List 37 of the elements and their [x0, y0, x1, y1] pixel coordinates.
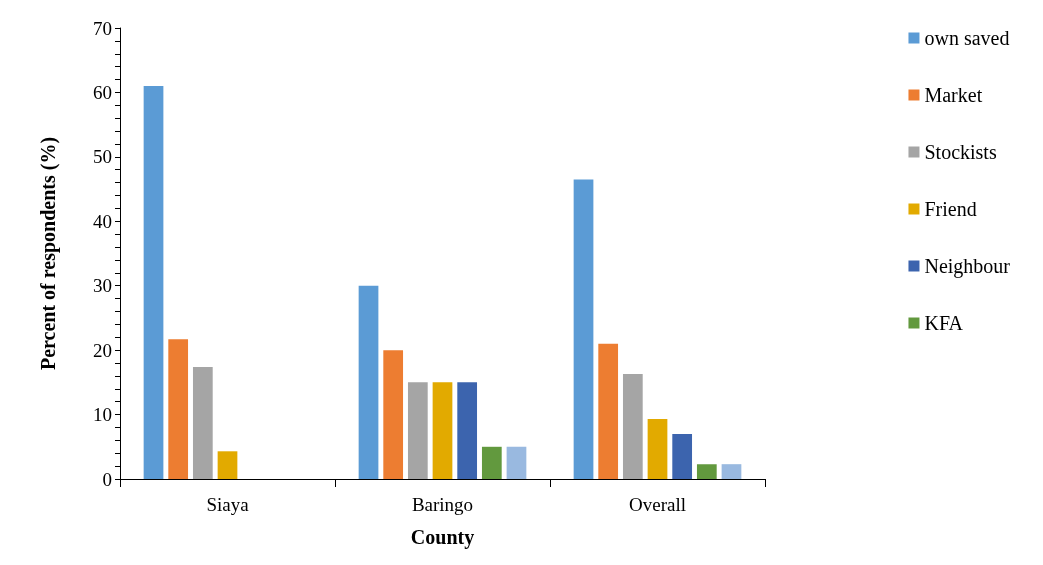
- y-tick-label: 50: [93, 146, 112, 168]
- bar: [647, 419, 668, 479]
- legend-label: Market: [924, 84, 983, 106]
- bar: [506, 446, 527, 479]
- bar: [407, 382, 428, 479]
- legend-label: KFA: [924, 312, 964, 334]
- x-tick-label: Overall: [629, 494, 686, 515]
- y-tick-label: 0: [102, 468, 112, 490]
- x-tick-label: Siaya: [206, 494, 250, 515]
- y-tick-label: 20: [93, 339, 112, 361]
- bar: [721, 464, 742, 479]
- bar: [432, 382, 453, 479]
- bar: [192, 366, 213, 479]
- legend-label: Neighbour: [924, 255, 1011, 278]
- y-tick-label: 70: [93, 17, 112, 39]
- y-tick-label: 40: [93, 210, 112, 232]
- bar: [168, 339, 189, 479]
- y-tick-label: 10: [93, 404, 112, 426]
- x-axis-title: County: [410, 526, 475, 549]
- bar: [143, 85, 164, 479]
- bar: [481, 446, 502, 479]
- bar: [383, 350, 404, 479]
- bar: [622, 373, 643, 479]
- bar: [598, 343, 619, 479]
- bar: [672, 433, 693, 479]
- bar: [358, 285, 379, 479]
- bar: [457, 382, 478, 479]
- x-tick-label: Baringo: [411, 494, 474, 515]
- legend-label: own saved: [924, 27, 1010, 49]
- y-tick-label: 30: [93, 275, 112, 297]
- bar: [217, 451, 238, 479]
- y-tick-label: 60: [93, 81, 112, 103]
- bar: [696, 464, 717, 479]
- y-axis-title: Percent of respondents (%): [37, 136, 60, 371]
- bar: [573, 179, 594, 479]
- legend-label: Friend: [924, 198, 977, 220]
- legend-label: Stockists: [924, 141, 997, 163]
